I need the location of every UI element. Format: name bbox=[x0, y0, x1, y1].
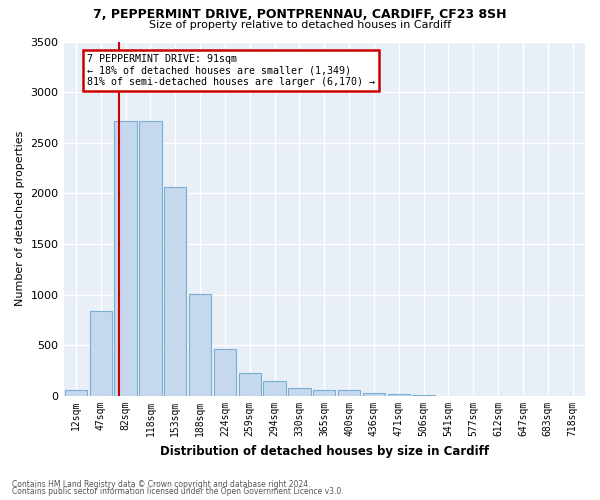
Text: Contains HM Land Registry data © Crown copyright and database right 2024.: Contains HM Land Registry data © Crown c… bbox=[12, 480, 311, 489]
Bar bbox=[288, 388, 311, 396]
Text: Size of property relative to detached houses in Cardiff: Size of property relative to detached ho… bbox=[149, 20, 451, 30]
Bar bbox=[338, 390, 360, 396]
Bar bbox=[139, 120, 161, 396]
Bar bbox=[388, 394, 410, 396]
Bar bbox=[239, 374, 261, 396]
Bar bbox=[263, 381, 286, 396]
Bar bbox=[65, 390, 87, 396]
Y-axis label: Number of detached properties: Number of detached properties bbox=[15, 131, 25, 306]
Text: 7, PEPPERMINT DRIVE, PONTPRENNAU, CARDIFF, CF23 8SH: 7, PEPPERMINT DRIVE, PONTPRENNAU, CARDIF… bbox=[93, 8, 507, 20]
Text: 7 PEPPERMINT DRIVE: 91sqm
← 18% of detached houses are smaller (1,349)
81% of se: 7 PEPPERMINT DRIVE: 91sqm ← 18% of detac… bbox=[87, 54, 375, 87]
Bar bbox=[412, 395, 435, 396]
X-axis label: Distribution of detached houses by size in Cardiff: Distribution of detached houses by size … bbox=[160, 444, 489, 458]
Bar bbox=[164, 188, 187, 396]
Bar bbox=[115, 120, 137, 396]
Bar bbox=[363, 393, 385, 396]
Text: Contains public sector information licensed under the Open Government Licence v3: Contains public sector information licen… bbox=[12, 488, 344, 496]
Bar bbox=[214, 350, 236, 396]
Bar bbox=[189, 294, 211, 396]
Bar bbox=[89, 311, 112, 396]
Bar bbox=[313, 390, 335, 396]
